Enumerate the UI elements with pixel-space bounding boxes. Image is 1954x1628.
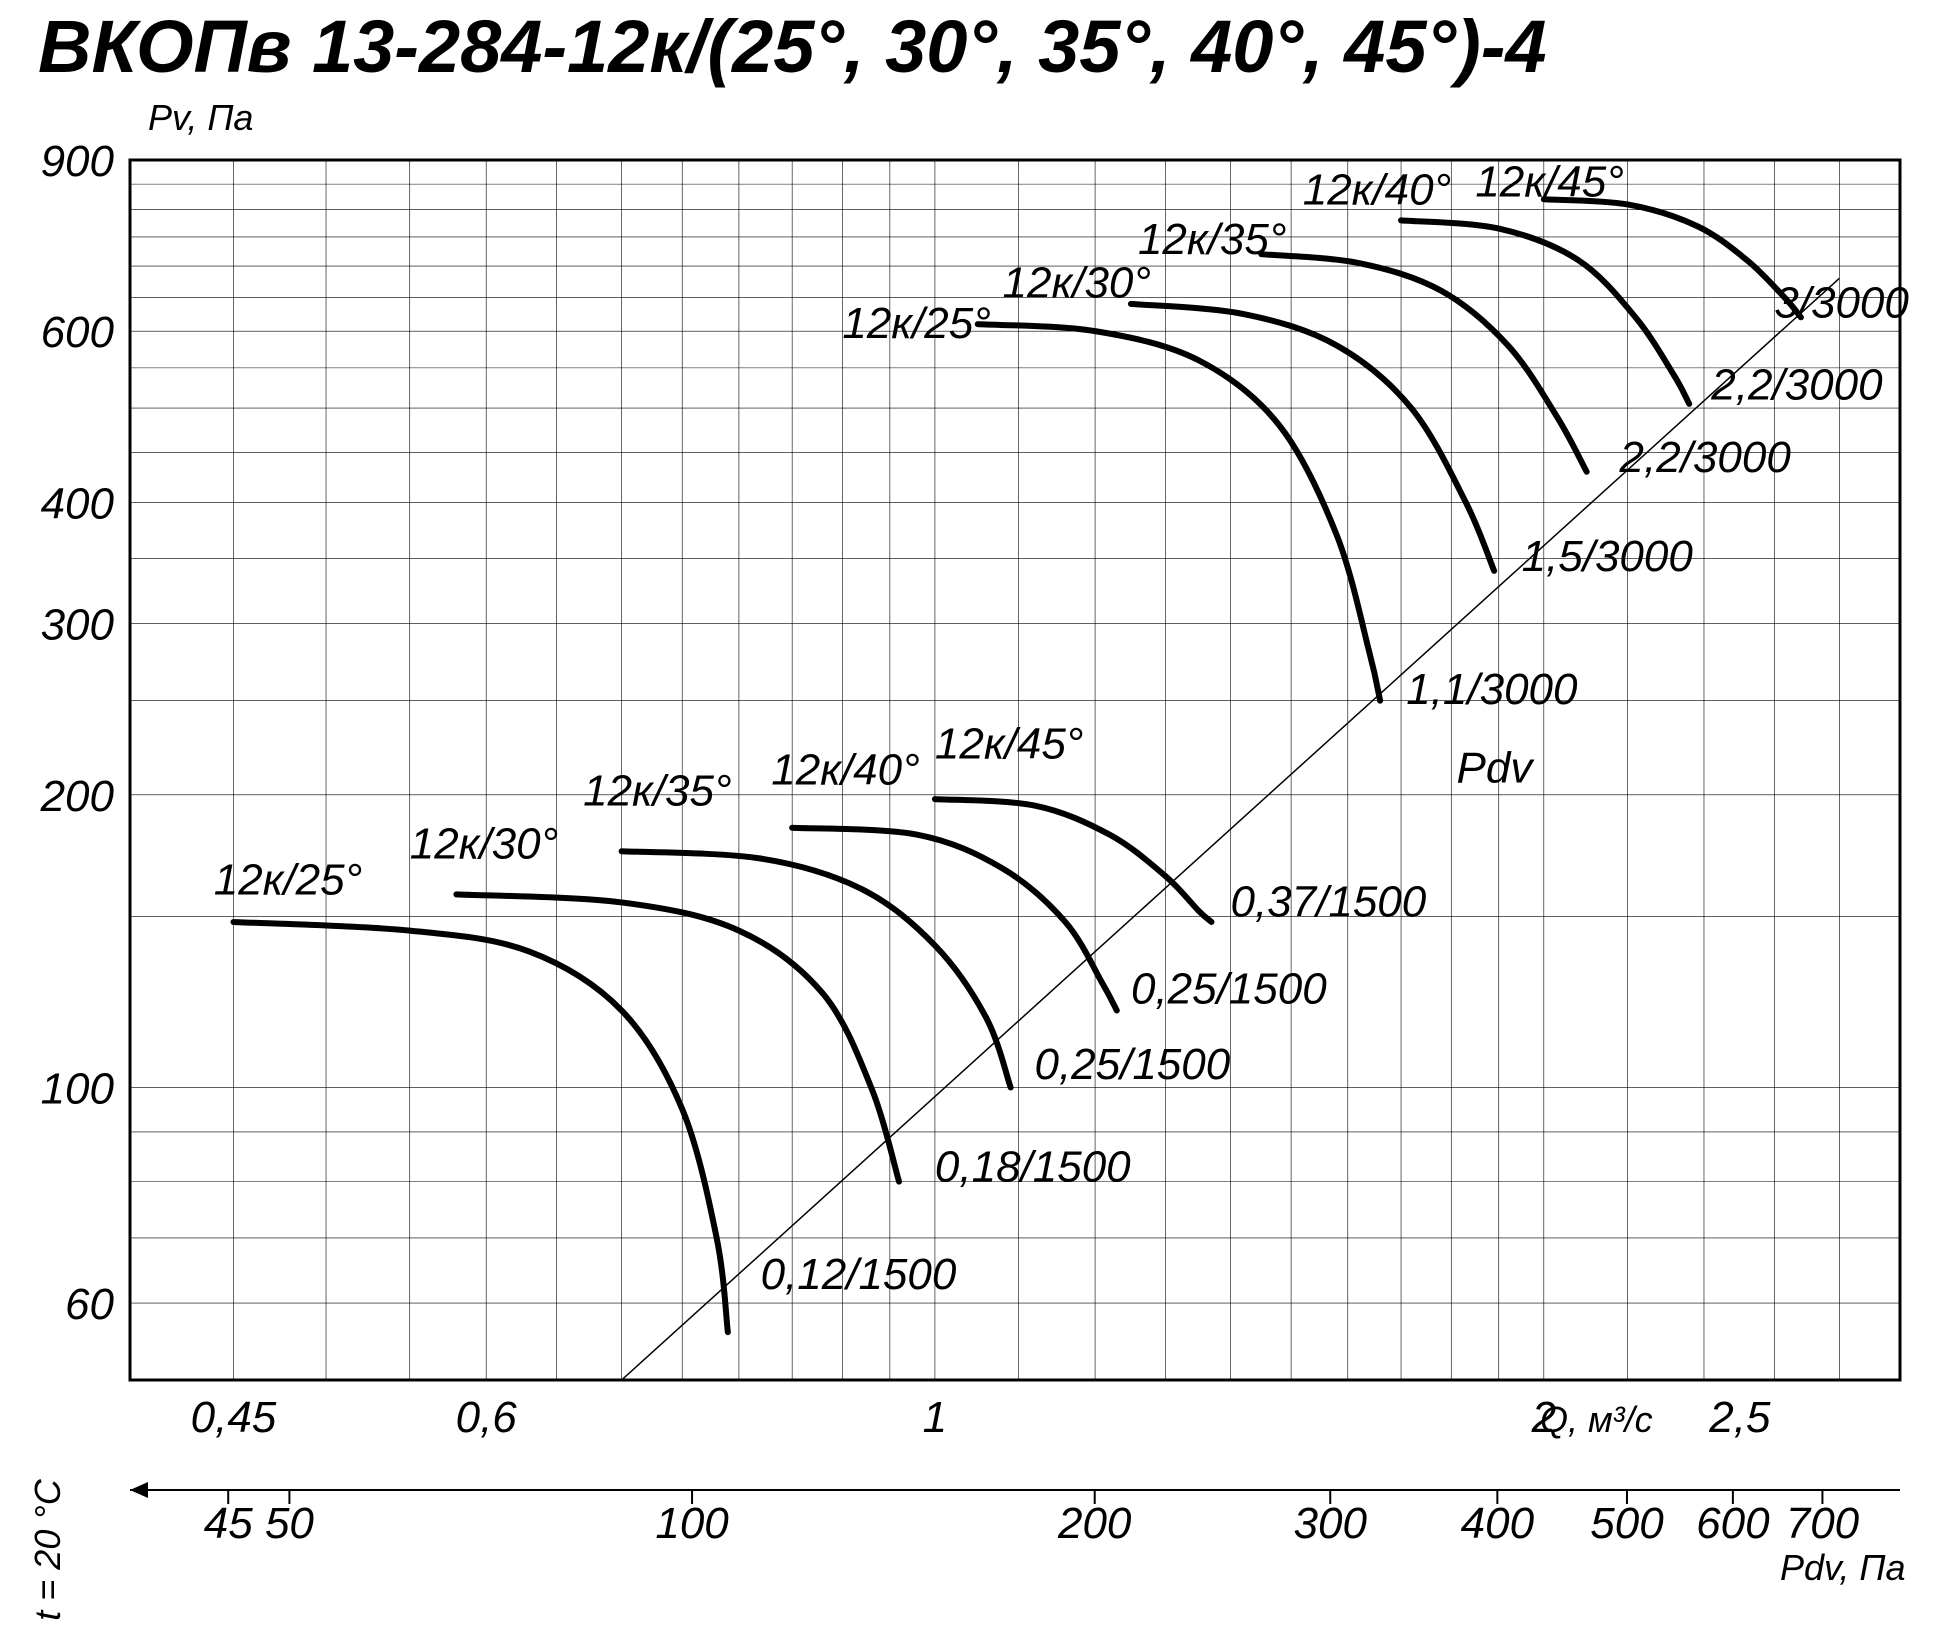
- y-tick-label: 400: [41, 479, 115, 528]
- y-axis-label: Pv, Па: [148, 97, 253, 138]
- y-tick-label: 100: [41, 1064, 115, 1113]
- x-tick-label: 0,6: [456, 1393, 518, 1442]
- x-tick-label: 0,45: [191, 1393, 277, 1442]
- lower-label-4: 12к/45°: [935, 719, 1083, 768]
- x-tick-label: 1: [923, 1393, 947, 1442]
- lower-endlabel-4: 0,37/1500: [1230, 877, 1426, 926]
- upper-endlabel-2: 2,2/3000: [1619, 433, 1792, 482]
- y-tick-label: 600: [41, 308, 115, 357]
- x-axis-label-pdv: Pdv, Па: [1780, 1547, 1905, 1588]
- lower-label-0: 12к/25°: [214, 855, 362, 904]
- x-tick-label: 2,5: [1708, 1393, 1771, 1442]
- lower-endlabel-0: 0,12/1500: [761, 1250, 957, 1299]
- upper-label-3: 12к/40°: [1303, 165, 1451, 214]
- upper-label-2: 12к/35°: [1138, 215, 1286, 264]
- y-tick-label: 300: [41, 601, 115, 650]
- lower-endlabel-1: 0,18/1500: [935, 1143, 1131, 1192]
- y-tick-label: 900: [41, 137, 115, 186]
- x2-tick-label: 700: [1786, 1499, 1860, 1548]
- x2-tick-label: 50: [265, 1499, 314, 1548]
- x2-tick-label: 500: [1590, 1499, 1664, 1548]
- upper-endlabel-0: 1,1/3000: [1406, 665, 1578, 714]
- lower-label-3: 12к/40°: [771, 745, 919, 794]
- upper-endlabel-1: 1,5/3000: [1522, 532, 1694, 581]
- y-tick-label: 200: [40, 772, 115, 821]
- upper-label-0: 12к/25°: [842, 299, 990, 348]
- chart-title: ВКОПв 13-284-12к/(25°, 30°, 35°, 40°, 45…: [38, 5, 1547, 88]
- lower-endlabel-3: 0,25/1500: [1131, 964, 1327, 1013]
- x2-tick-label: 300: [1294, 1499, 1368, 1548]
- x2-tick-label: 400: [1461, 1499, 1535, 1548]
- lower-label-2: 12к/35°: [583, 767, 731, 816]
- upper-endlabel-4: 3/3000: [1774, 278, 1909, 327]
- upper-label-4: 12к/45°: [1475, 158, 1623, 207]
- x2-tick-label: 100: [655, 1499, 729, 1548]
- lower-endlabel-2: 0,25/1500: [1034, 1040, 1230, 1089]
- upper-label-1: 12к/30°: [1003, 258, 1151, 307]
- x-axis-label-q: Q, м³/с: [1540, 1399, 1653, 1440]
- lower-label-1: 12к/30°: [410, 820, 558, 869]
- chart-bg: [0, 0, 1954, 1628]
- x2-tick-label: 45: [204, 1499, 253, 1548]
- x2-tick-label: 200: [1057, 1499, 1132, 1548]
- pdv-label: Pdv: [1457, 743, 1536, 792]
- upper-endlabel-3: 2,2/3000: [1710, 361, 1883, 410]
- fan-performance-chart: 12к/25° 0,12/1500 12к/30° 0,18/1500 12к/35° 0…: [0, 0, 1954, 1628]
- y-tick-label: 60: [65, 1280, 114, 1329]
- temperature-note: t = 20 °C: [27, 1478, 68, 1620]
- x2-tick-label: 600: [1696, 1499, 1770, 1548]
